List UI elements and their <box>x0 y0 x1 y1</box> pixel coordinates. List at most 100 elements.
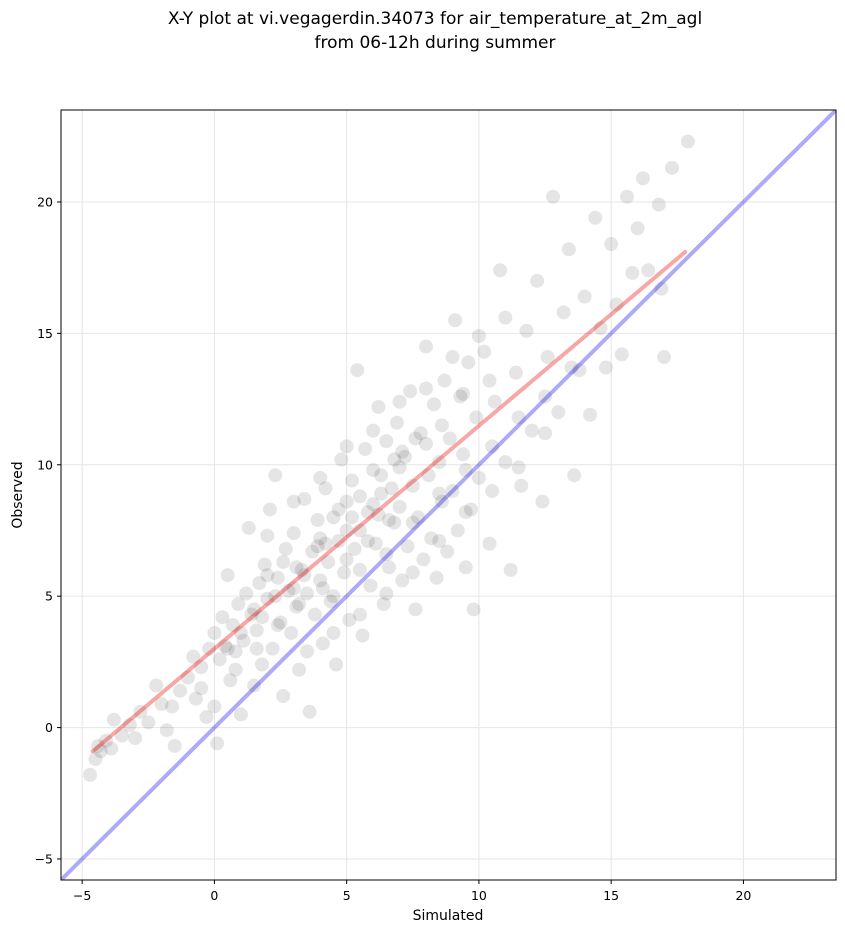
data-point <box>334 452 349 467</box>
data-point <box>387 515 402 530</box>
plot-frame <box>60 109 837 881</box>
data-point <box>379 547 394 562</box>
x-tick-label: 5 <box>343 888 351 903</box>
data-point <box>344 510 359 525</box>
data-point <box>278 541 293 556</box>
y-tick-label: 10 <box>37 457 53 472</box>
data-point <box>326 625 341 640</box>
data-point <box>252 576 267 591</box>
data-point <box>122 717 137 732</box>
data-point <box>210 736 225 751</box>
data-point <box>657 350 672 365</box>
data-point <box>458 463 473 478</box>
data-point <box>228 644 243 659</box>
data-point <box>244 607 259 622</box>
data-point <box>302 704 317 719</box>
data-point <box>498 455 513 470</box>
data-point <box>482 373 497 388</box>
data-point <box>326 510 341 525</box>
data-point <box>313 531 328 546</box>
data-point <box>284 625 299 640</box>
data-point <box>651 197 666 212</box>
data-point <box>249 641 264 656</box>
data-point <box>159 723 174 738</box>
y-axis-ticks: −5 0 5 10 15 20 <box>35 194 61 866</box>
data-point <box>485 439 500 454</box>
data-point <box>538 389 553 404</box>
data-point <box>635 171 650 186</box>
data-point <box>395 444 410 459</box>
data-point <box>395 573 410 588</box>
data-point <box>466 602 481 617</box>
data-point <box>405 478 420 493</box>
data-point <box>384 481 399 496</box>
data-point <box>220 641 235 656</box>
x-tick-label: 0 <box>210 888 218 903</box>
data-point <box>545 189 560 204</box>
x-axis-label: Simulated <box>413 908 484 924</box>
data-point <box>339 494 354 509</box>
y-axis-label: Observed <box>10 461 26 528</box>
data-point <box>286 494 301 509</box>
data-point <box>212 652 227 667</box>
data-point <box>194 660 209 675</box>
data-point <box>313 573 328 588</box>
data-point <box>538 426 553 441</box>
data-point <box>530 273 545 288</box>
data-point <box>225 618 240 633</box>
data-point <box>352 523 367 538</box>
data-point <box>445 350 460 365</box>
data-point <box>514 478 529 493</box>
data-point <box>270 570 285 585</box>
data-point <box>540 350 555 365</box>
data-point <box>381 512 396 527</box>
data-point <box>551 405 566 420</box>
x-tick-label: 10 <box>471 888 487 903</box>
data-point <box>508 365 523 380</box>
data-point <box>331 533 346 548</box>
data-point <box>416 552 431 567</box>
data-point <box>419 339 434 354</box>
data-point <box>207 699 222 714</box>
data-point <box>352 489 367 504</box>
data-point <box>233 625 248 640</box>
data-point <box>104 741 119 756</box>
data-point <box>458 560 473 575</box>
x-axis-ticks: −5 0 5 10 15 20 <box>73 880 751 903</box>
data-point <box>265 641 280 656</box>
data-point <box>371 399 386 414</box>
data-point <box>450 523 465 538</box>
data-point <box>337 565 352 580</box>
data-point <box>114 728 129 743</box>
data-point <box>419 436 434 451</box>
data-point <box>363 578 378 593</box>
data-point <box>535 494 550 509</box>
data-point <box>342 612 357 627</box>
data-point <box>471 470 486 485</box>
data-point <box>88 752 103 767</box>
data-point <box>654 281 669 296</box>
data-point <box>233 707 248 722</box>
data-point <box>326 589 341 604</box>
data-point <box>593 321 608 336</box>
data-point <box>247 678 262 693</box>
data-point <box>128 731 143 746</box>
data-point <box>413 426 428 441</box>
data-point <box>286 526 301 541</box>
data-point <box>239 586 254 601</box>
data-point <box>432 486 447 501</box>
data-point <box>339 439 354 454</box>
data-point <box>292 662 307 677</box>
data-point <box>83 767 98 782</box>
data-point <box>456 447 471 462</box>
data-point <box>397 449 412 464</box>
data-point <box>289 560 304 575</box>
data-point <box>292 597 307 612</box>
data-point <box>331 502 346 517</box>
data-point <box>572 363 587 378</box>
data-point <box>91 738 106 753</box>
data-point <box>625 265 640 280</box>
data-point <box>556 305 571 320</box>
data-point <box>173 683 188 698</box>
data-point <box>463 502 478 517</box>
